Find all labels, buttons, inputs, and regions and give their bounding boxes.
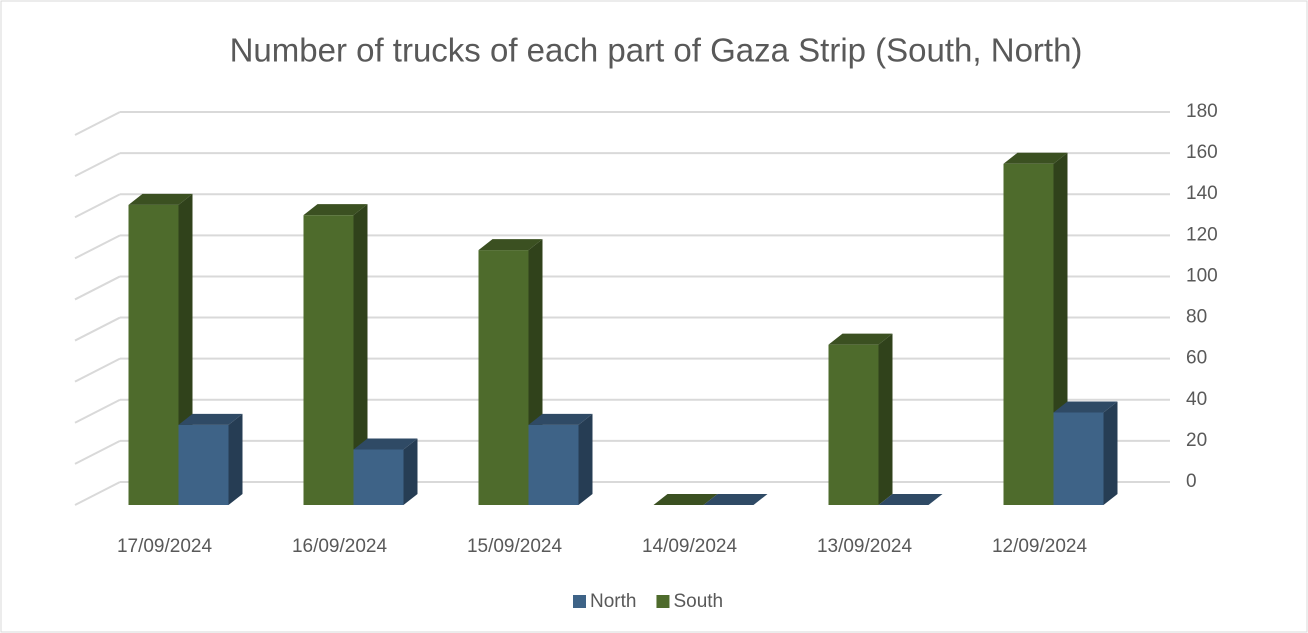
y-tick-label: 140 xyxy=(1186,183,1218,204)
bar xyxy=(828,333,893,505)
bar-front xyxy=(178,424,229,505)
bar-front xyxy=(1053,412,1104,505)
y-tick-label: 20 xyxy=(1186,430,1207,451)
bar-top xyxy=(528,413,593,425)
y-tick-label: 80 xyxy=(1186,307,1207,328)
grid-line-side xyxy=(74,398,121,424)
bar-side xyxy=(228,413,243,505)
bar-top xyxy=(353,438,418,450)
y-tick-label: 120 xyxy=(1186,224,1218,245)
bar xyxy=(653,494,718,505)
chart-title: Number of trucks of each part of Gaza St… xyxy=(230,32,1083,69)
bar-top xyxy=(1003,152,1068,164)
bar-top xyxy=(653,494,718,505)
bar-front xyxy=(1003,163,1054,505)
y-tick-label: 180 xyxy=(1186,101,1218,122)
bar-front xyxy=(128,204,179,505)
bar-front xyxy=(303,215,354,505)
bar-top xyxy=(828,333,893,345)
bar-front xyxy=(353,449,404,505)
bar xyxy=(178,413,243,505)
bar xyxy=(703,494,768,505)
x-tick-label: 15/09/2024 xyxy=(467,536,563,557)
y-tick-label: 60 xyxy=(1186,348,1207,369)
x-tick-label: 17/09/2024 xyxy=(117,536,213,557)
grid-line-side xyxy=(74,193,121,219)
bar-top xyxy=(703,494,768,505)
bar-side xyxy=(578,413,593,505)
legend-label: South xyxy=(673,591,723,612)
bar-top xyxy=(878,494,943,505)
legend-swatch xyxy=(656,595,670,608)
y-tick-label: 40 xyxy=(1186,389,1207,410)
bar-top xyxy=(478,239,543,251)
bar-side xyxy=(403,438,418,505)
bar-top xyxy=(178,413,243,425)
bar-top xyxy=(1053,401,1118,413)
grid-line-side xyxy=(74,111,121,136)
grid-line-side xyxy=(74,316,121,342)
bar xyxy=(353,438,418,505)
bar-top xyxy=(303,204,368,216)
x-tick-label: 16/09/2024 xyxy=(292,536,388,557)
y-tick-label: 100 xyxy=(1186,265,1218,286)
y-tick-label: 0 xyxy=(1186,471,1197,492)
bar xyxy=(528,413,593,505)
legend-label: North xyxy=(590,591,636,612)
bar xyxy=(128,193,193,505)
bar-front xyxy=(528,424,579,505)
bar-side xyxy=(1103,401,1118,505)
bar-front xyxy=(478,250,529,505)
grid-line-side xyxy=(74,481,121,506)
grid-line-side xyxy=(74,439,121,465)
grid-line-side xyxy=(74,234,121,260)
bar-side xyxy=(353,204,368,505)
grid-line-side xyxy=(74,152,121,178)
bar xyxy=(303,204,368,505)
grid-line-side xyxy=(74,357,121,383)
legend-swatch xyxy=(573,595,586,608)
bar xyxy=(478,239,543,505)
x-tick-label: 13/09/2024 xyxy=(817,536,913,557)
grid-line-side xyxy=(74,275,121,301)
bar-side xyxy=(878,333,893,505)
x-tick-label: 12/09/2024 xyxy=(992,536,1088,557)
bar xyxy=(1053,401,1118,505)
bar xyxy=(878,494,943,505)
y-tick-label: 160 xyxy=(1186,142,1218,163)
bar-front xyxy=(828,344,879,505)
bar-top xyxy=(128,193,193,205)
x-tick-label: 14/09/2024 xyxy=(642,536,738,557)
